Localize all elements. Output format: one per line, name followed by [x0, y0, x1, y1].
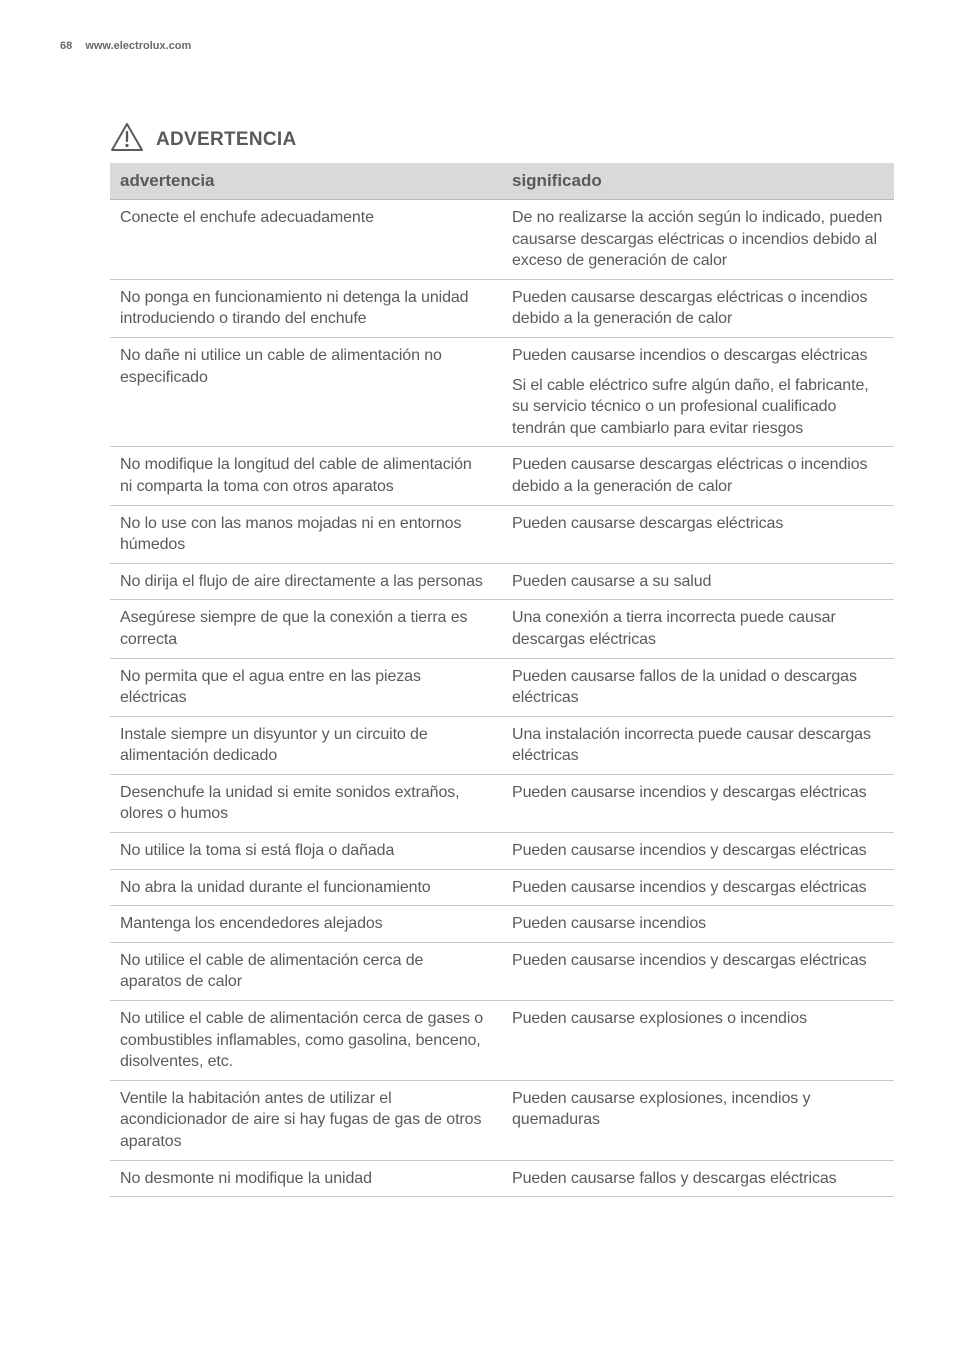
page-number: 68 [60, 40, 72, 52]
cell-significado: Pueden causarse incendios [502, 906, 894, 943]
cell-significado: Pueden causarse fallos y descargas eléct… [502, 1160, 894, 1197]
cell-significado: Pueden causarse explosiones o incendios [502, 1001, 894, 1081]
site-url: www.electrolux.com [85, 40, 191, 52]
cell-significado: Pueden causarse explosiones, incendios y… [502, 1080, 894, 1160]
col-advertencia: advertencia [110, 163, 502, 200]
significado-paragraph: Pueden causarse a su salud [512, 571, 884, 593]
warning-triangle-icon [110, 122, 144, 157]
table-row: Desenchufe la unidad si emite sonidos ex… [110, 774, 894, 832]
table-row: Instale siempre un disyuntor y un circui… [110, 716, 894, 774]
significado-paragraph: Pueden causarse incendios y descargas el… [512, 840, 884, 862]
cell-advertencia: Instale siempre un disyuntor y un circui… [110, 716, 502, 774]
cell-advertencia: No modifique la longitud del cable de al… [110, 447, 502, 505]
cell-advertencia: No lo use con las manos mojadas ni en en… [110, 505, 502, 563]
table-row: No lo use con las manos mojadas ni en en… [110, 505, 894, 563]
cell-advertencia: Desenchufe la unidad si emite sonidos ex… [110, 774, 502, 832]
cell-advertencia: No permita que el agua entre en las piez… [110, 658, 502, 716]
cell-significado: Pueden causarse incendios y descargas el… [502, 942, 894, 1000]
significado-paragraph: Pueden causarse incendios [512, 913, 884, 935]
table-row: No utilice el cable de alimentación cerc… [110, 1001, 894, 1081]
table-row: No modifique la longitud del cable de al… [110, 447, 894, 505]
cell-significado: De no realizarse la acción según lo indi… [502, 200, 894, 280]
table-header-row: advertencia significado [110, 163, 894, 200]
table-row: No dirija el flujo de aire directamente … [110, 563, 894, 600]
significado-paragraph: Pueden causarse fallos y descargas eléct… [512, 1168, 884, 1190]
table-row: No ponga en funcionamiento ni detenga la… [110, 279, 894, 337]
warning-header: ADVERTENCIA [110, 122, 894, 157]
significado-paragraph: Pueden causarse descargas eléctricas o i… [512, 454, 884, 497]
table-row: No permita que el agua entre en las piez… [110, 658, 894, 716]
cell-advertencia: No abra la unidad durante el funcionamie… [110, 869, 502, 906]
significado-paragraph: Pueden causarse fallos de la unidad o de… [512, 666, 884, 709]
table-row: No utilice el cable de alimentación cerc… [110, 942, 894, 1000]
col-significado: significado [502, 163, 894, 200]
significado-paragraph: Pueden causarse incendios y descargas el… [512, 877, 884, 899]
significado-paragraph: Pueden causarse explosiones, incendios y… [512, 1088, 884, 1131]
significado-paragraph: De no realizarse la acción según lo indi… [512, 207, 884, 272]
table-row: Ventile la habitación antes de utilizar … [110, 1080, 894, 1160]
significado-paragraph: Pueden causarse incendios o descargas el… [512, 345, 884, 367]
cell-advertencia: No utilice el cable de alimentación cerc… [110, 1001, 502, 1081]
table-row: No abra la unidad durante el funcionamie… [110, 869, 894, 906]
table-row: No dañe ni utilice un cable de alimentac… [110, 337, 894, 446]
cell-significado: Pueden causarse incendios o descargas el… [502, 337, 894, 446]
significado-paragraph: Pueden causarse descargas eléctricas [512, 513, 884, 535]
cell-advertencia: No dirija el flujo de aire directamente … [110, 563, 502, 600]
cell-advertencia: No ponga en funcionamiento ni detenga la… [110, 279, 502, 337]
cell-significado: Pueden causarse a su salud [502, 563, 894, 600]
cell-advertencia: No utilice la toma si está floja o dañad… [110, 833, 502, 870]
cell-advertencia: No utilice el cable de alimentación cerc… [110, 942, 502, 1000]
cell-significado: Pueden causarse descargas eléctricas o i… [502, 447, 894, 505]
cell-significado: Pueden causarse descargas eléctricas o i… [502, 279, 894, 337]
table-row: Conecte el enchufe adecuadamenteDe no re… [110, 200, 894, 280]
cell-advertencia: Asegúrese siempre de que la conexión a t… [110, 600, 502, 658]
cell-significado: Pueden causarse incendios y descargas el… [502, 833, 894, 870]
table-row: Mantenga los encendedores alejados Pueden… [110, 906, 894, 943]
significado-paragraph: Si el cable eléctrico sufre algún daño, … [512, 375, 884, 440]
cell-advertencia: No dañe ni utilice un cable de alimentac… [110, 337, 502, 446]
significado-paragraph: Pueden causarse descargas eléctricas o i… [512, 287, 884, 330]
warning-title: ADVERTENCIA [156, 129, 297, 151]
table-row: Asegúrese siempre de que la conexión a t… [110, 600, 894, 658]
significado-paragraph: Pueden causarse incendios y descargas el… [512, 950, 884, 972]
warnings-table: advertencia significado Conecte el enchu… [110, 163, 894, 1197]
page-header: 68 www.electrolux.com [60, 40, 894, 52]
cell-significado: Pueden causarse incendios y descargas el… [502, 869, 894, 906]
cell-significado: Pueden causarse fallos de la unidad o de… [502, 658, 894, 716]
cell-significado: Pueden causarse incendios y descargas el… [502, 774, 894, 832]
significado-paragraph: Pueden causarse explosiones o incendios [512, 1008, 884, 1030]
significado-paragraph: Pueden causarse incendios y descargas el… [512, 782, 884, 804]
cell-significado: Pueden causarse descargas eléctricas [502, 505, 894, 563]
table-row: No desmonte ni modifique la unidad Pueden… [110, 1160, 894, 1197]
significado-paragraph: Una conexión a tierra incorrecta puede c… [512, 607, 884, 650]
cell-advertencia: Ventile la habitación antes de utilizar … [110, 1080, 502, 1160]
cell-advertencia: Mantenga los encendedores alejados [110, 906, 502, 943]
cell-advertencia: No desmonte ni modifique la unidad [110, 1160, 502, 1197]
cell-advertencia: Conecte el enchufe adecuadamente [110, 200, 502, 280]
cell-significado: Una instalación incorrecta puede causar … [502, 716, 894, 774]
cell-significado: Una conexión a tierra incorrecta puede c… [502, 600, 894, 658]
table-row: No utilice la toma si está floja o dañad… [110, 833, 894, 870]
significado-paragraph: Una instalación incorrecta puede causar … [512, 724, 884, 767]
